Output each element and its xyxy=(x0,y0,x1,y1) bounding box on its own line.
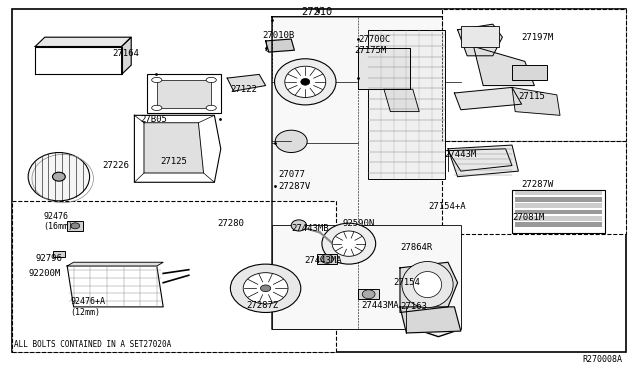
Polygon shape xyxy=(400,262,458,312)
Bar xyxy=(67,221,83,231)
Polygon shape xyxy=(474,46,534,86)
Ellipse shape xyxy=(52,172,65,181)
Ellipse shape xyxy=(230,264,301,312)
Text: 27287W: 27287W xyxy=(522,180,554,189)
Bar xyxy=(515,216,602,221)
Ellipse shape xyxy=(243,273,288,304)
Text: 27081M: 27081M xyxy=(512,213,544,222)
Text: 27164: 27164 xyxy=(112,49,139,58)
Text: 27163: 27163 xyxy=(400,302,427,311)
Text: 27280: 27280 xyxy=(218,219,244,228)
Ellipse shape xyxy=(332,231,365,256)
Ellipse shape xyxy=(206,105,216,110)
Ellipse shape xyxy=(285,66,326,97)
Bar xyxy=(53,251,65,257)
Polygon shape xyxy=(512,87,560,115)
Text: 27226: 27226 xyxy=(102,161,129,170)
Text: 27125: 27125 xyxy=(160,157,187,166)
Ellipse shape xyxy=(301,78,310,85)
Text: 27077: 27077 xyxy=(278,170,305,179)
Polygon shape xyxy=(448,149,512,171)
Text: ALL BOLTS CONTAINED IN A SET27020A: ALL BOLTS CONTAINED IN A SET27020A xyxy=(14,340,172,349)
Bar xyxy=(317,254,337,264)
Text: 27287Z: 27287Z xyxy=(246,301,278,310)
Text: 27122: 27122 xyxy=(230,85,257,94)
Polygon shape xyxy=(266,39,294,52)
Bar xyxy=(515,203,602,208)
Text: 27115: 27115 xyxy=(518,92,545,101)
Text: 27864R: 27864R xyxy=(400,243,432,252)
Ellipse shape xyxy=(260,285,271,292)
Polygon shape xyxy=(227,74,266,91)
Bar xyxy=(515,222,602,227)
Text: 27197M: 27197M xyxy=(522,33,554,42)
Polygon shape xyxy=(454,87,522,110)
Ellipse shape xyxy=(275,59,336,105)
Ellipse shape xyxy=(402,262,453,308)
Polygon shape xyxy=(384,89,419,112)
Ellipse shape xyxy=(70,223,79,229)
Ellipse shape xyxy=(275,130,307,153)
Ellipse shape xyxy=(362,290,375,299)
Text: 27B05: 27B05 xyxy=(141,115,168,124)
Bar xyxy=(368,30,445,179)
Bar xyxy=(515,191,602,195)
Bar xyxy=(157,80,211,108)
Ellipse shape xyxy=(413,272,442,298)
Text: 27443M: 27443M xyxy=(445,150,477,159)
Polygon shape xyxy=(448,145,518,177)
Ellipse shape xyxy=(322,223,376,264)
Text: 27700C: 27700C xyxy=(358,35,390,44)
Polygon shape xyxy=(67,266,163,307)
Bar xyxy=(515,197,602,202)
Bar xyxy=(512,190,605,232)
Text: 27175M: 27175M xyxy=(355,46,387,55)
Text: 27010B: 27010B xyxy=(262,31,294,40)
Ellipse shape xyxy=(206,77,216,83)
Text: 27443MA: 27443MA xyxy=(362,301,399,310)
Bar xyxy=(358,289,379,299)
Polygon shape xyxy=(358,48,410,89)
Polygon shape xyxy=(458,24,502,56)
Text: 92476+A
(12mm): 92476+A (12mm) xyxy=(70,297,106,317)
Ellipse shape xyxy=(152,105,162,110)
Bar xyxy=(442,9,626,141)
Text: R270008A: R270008A xyxy=(582,355,622,364)
Polygon shape xyxy=(67,262,163,266)
Ellipse shape xyxy=(291,220,307,231)
Ellipse shape xyxy=(152,77,162,83)
Polygon shape xyxy=(35,46,122,74)
Text: 27154+A: 27154+A xyxy=(429,202,467,211)
Polygon shape xyxy=(35,37,131,46)
Polygon shape xyxy=(144,123,204,173)
Bar xyxy=(461,26,499,46)
Polygon shape xyxy=(400,307,461,333)
Polygon shape xyxy=(122,37,131,74)
Bar xyxy=(147,74,221,113)
Text: 27443MA: 27443MA xyxy=(304,256,342,265)
Ellipse shape xyxy=(321,254,333,263)
Bar xyxy=(12,201,336,352)
Text: 92200M: 92200M xyxy=(29,269,61,278)
Text: 92796: 92796 xyxy=(35,254,62,263)
Bar xyxy=(512,65,547,80)
Text: 27443MB: 27443MB xyxy=(291,224,329,233)
Polygon shape xyxy=(134,115,221,182)
Bar xyxy=(272,225,461,329)
Ellipse shape xyxy=(28,153,90,201)
Text: 92476
(16mm): 92476 (16mm) xyxy=(44,212,74,231)
Text: 27210: 27210 xyxy=(301,7,332,17)
Polygon shape xyxy=(272,17,461,337)
Text: 92590N: 92590N xyxy=(342,219,374,228)
Text: 27287V: 27287V xyxy=(278,182,310,190)
Bar xyxy=(515,210,602,214)
Bar xyxy=(442,141,626,234)
Text: 27154: 27154 xyxy=(394,278,420,287)
